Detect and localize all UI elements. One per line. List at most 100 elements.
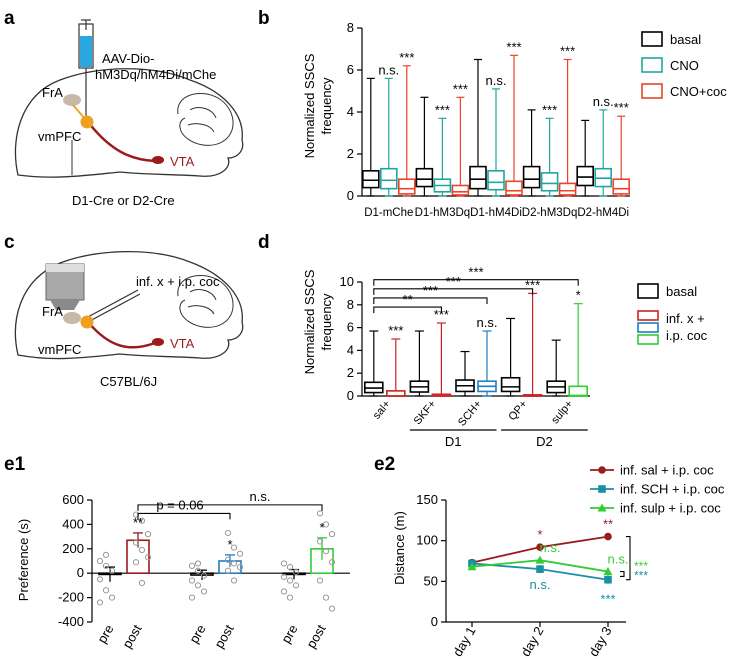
- panel-e1-letter: e1: [4, 454, 26, 475]
- axon-c: [87, 321, 156, 349]
- panel-e2-significance: n.s.: [608, 552, 629, 567]
- panel-e1-point: [322, 548, 330, 555]
- virus-line-2: hM3Dq/hM4Di/mChe: [95, 67, 216, 82]
- panel-e1-point: [138, 546, 146, 554]
- panel-b-category-label: D1-hM3Dq: [415, 207, 471, 219]
- panel-e1-point: [230, 560, 238, 567]
- panel-b-significance: n.s.: [486, 73, 507, 88]
- panel-e2-marker: [604, 575, 612, 584]
- panel-e1-point: [108, 594, 116, 601]
- panel-e2-marker: [536, 543, 544, 551]
- panel-e2-ylabel: Distance (m): [392, 511, 407, 585]
- panel-e2-bracket-label: ***: [634, 569, 648, 583]
- axon-a: [87, 121, 156, 163]
- panel-b-significance: n.s.: [593, 94, 614, 109]
- vmpfc-soma-a: [80, 115, 94, 129]
- panel-e2-marker: [535, 555, 545, 564]
- panel-b-y-tick-label: 2: [347, 146, 354, 161]
- panel-d-category-label: sulp+: [549, 398, 575, 426]
- cannula-c-1: [85, 289, 139, 319]
- panel-e1-significance: *: [319, 520, 324, 535]
- panel-b-y-tick-label: 6: [347, 62, 354, 77]
- panel-e2-significance: **: [603, 517, 613, 532]
- syringe-fluid-a: [80, 36, 92, 67]
- panel-b-significance: ***: [614, 100, 629, 115]
- vmpfc-soma-c: [80, 315, 94, 329]
- panel-b-significance: ***: [453, 81, 468, 96]
- panel-e2-legend-marker: [597, 503, 607, 512]
- panel-d-QP+-basal-box: [500, 376, 521, 393]
- panel-e1-point: [144, 554, 152, 561]
- panel-e1-point: [102, 551, 110, 559]
- panel-d-legend-label: basal: [666, 284, 697, 299]
- panel-e2-marker: [536, 565, 544, 573]
- panel-a: a AAV-Dio- hM3Dq/hM4Di/mChe FrA vmPFC VT…: [4, 8, 244, 208]
- panel-b-D2-hM3Dq-CNO-box: [540, 172, 559, 192]
- panel-e2-x-tick-label: day 2: [518, 624, 547, 659]
- panel-e1-y-tick-label: 200: [62, 541, 84, 556]
- panel-d-ylabel-line-2: frequency: [319, 293, 334, 351]
- panel-b-D1-hM3Dq-basal-box: [415, 167, 434, 188]
- panel-d-y-tick-label: 4: [347, 342, 354, 357]
- panel-e1-point: [224, 529, 232, 537]
- panel-e1-point: [236, 564, 244, 571]
- cerebellum-c: [177, 274, 234, 328]
- panel-e1-point: [132, 559, 140, 566]
- fra-label-c: FrA: [42, 304, 63, 319]
- panel-e1-point: [280, 560, 288, 567]
- panel-e2: e2 Distance (m) 0 50 100 150 day 1 day 2 day 3…: [374, 454, 725, 659]
- panel-b-D2-hM4Di-basal-box: [576, 165, 595, 187]
- fra-label-a: FrA: [42, 85, 63, 100]
- panel-d-ylabel: Normalized SSCS frequency: [302, 269, 334, 374]
- vta-label-a: VTA: [170, 154, 195, 169]
- panel-b-y-tick-label: 8: [347, 20, 354, 35]
- panel-d-letter: d: [258, 232, 270, 253]
- panel-e2-y-tick-label: 150: [416, 492, 438, 507]
- panel-e2-significance: n.s.: [530, 577, 551, 592]
- panel-d-legend-swatch-treated: [637, 310, 659, 321]
- panel-e1-point: [322, 521, 330, 528]
- panel-d-category-label: QP+: [506, 398, 530, 423]
- panel-e2-bracket-label: ***: [634, 559, 648, 573]
- panel-e1-x-tick-label: post: [119, 622, 144, 651]
- panel-b-D1-hM3Dq-CNO+coc-box: [451, 184, 470, 196]
- objective-tip-c: [50, 300, 80, 310]
- panel-e2-x-tick-label: day 1: [450, 624, 479, 659]
- panel-d-significance: n.s.: [477, 315, 498, 330]
- panel-e2-marker: [603, 567, 613, 576]
- panel-d-family-label: D1: [445, 434, 462, 449]
- panel-e1-point: [322, 594, 330, 601]
- panel-d-comparison-bracket: [373, 288, 534, 295]
- panel-e1-point: [224, 556, 232, 563]
- panel-b-y-tick-label: 4: [347, 104, 354, 119]
- panel-b-legend-swatch: [641, 83, 663, 99]
- panel-b-D1-mChe-basal-box: [361, 170, 380, 189]
- panel-e2-legend-marker: [598, 466, 606, 474]
- panel-d-y-tick-label: 6: [347, 320, 354, 335]
- panel-e1-comparison-label: n.s.: [250, 489, 271, 504]
- panel-d-comparison-bracket: [373, 306, 442, 314]
- panel-e2-significance: n.s.: [540, 540, 561, 555]
- panel-b-category-label: D2-hM3Dq: [522, 207, 578, 219]
- panel-d-y-tick-label: 10: [340, 274, 354, 289]
- panel-b-plot: 02468D1-mChen.s.***D1-hM3Dq******D1-hM4D…: [347, 20, 631, 219]
- panel-e1-point: [280, 573, 288, 580]
- panel-e1-point: [200, 588, 208, 595]
- panel-d-sulp+-treated-box: [568, 385, 589, 397]
- panel-e1-y-tick-label: 0: [77, 565, 84, 580]
- panel-d-comparison-bracket: [373, 279, 579, 286]
- panel-e1-point: [236, 550, 244, 557]
- panel-e1-ylabel: Preference (s): [16, 519, 31, 601]
- panel-e1-y-tick-label: -200: [58, 590, 84, 605]
- panel-e1-x-tick-label: post: [303, 622, 328, 651]
- panel-e1-point: [328, 559, 336, 566]
- panel-b-significance: ***: [560, 44, 575, 59]
- panel-e1-point: [138, 579, 146, 587]
- panel-e1-point: [194, 582, 202, 589]
- panel-e1-y-tick-label: 600: [62, 492, 84, 507]
- panel-e1-significance: *: [227, 537, 232, 552]
- panel-e2-marker: [604, 532, 612, 541]
- vta-label-c: VTA: [170, 336, 195, 351]
